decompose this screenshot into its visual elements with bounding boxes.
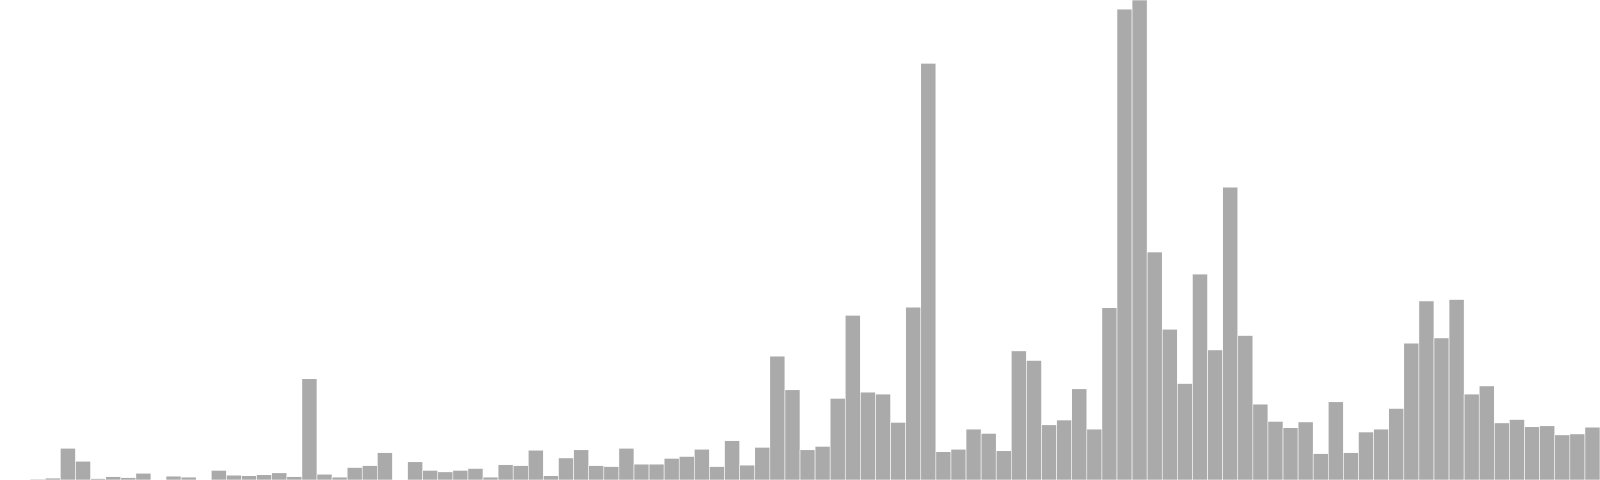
- bar-55: [829, 398, 846, 480]
- bar-4: [60, 448, 76, 480]
- bar-15: [226, 474, 242, 480]
- bar-73: [1101, 307, 1118, 480]
- bar-53: [799, 449, 816, 480]
- bar-18: [271, 472, 288, 480]
- bar-35: [527, 449, 544, 480]
- bar-72: [1086, 428, 1103, 480]
- bar-86: [1297, 421, 1314, 480]
- bar-104: [1569, 433, 1586, 480]
- bar-34: [512, 465, 529, 480]
- bar-52: [784, 389, 801, 480]
- bar-87: [1312, 453, 1329, 480]
- bar-89: [1343, 452, 1359, 480]
- bar-95: [1433, 337, 1450, 480]
- bar-44: [663, 458, 680, 480]
- bar-33: [497, 464, 514, 480]
- bar-54: [814, 446, 831, 480]
- bar-77: [1161, 328, 1178, 480]
- bar-62: [935, 451, 952, 480]
- bar-48: [724, 440, 740, 480]
- bar-14: [211, 470, 227, 480]
- bar-41: [618, 448, 635, 480]
- bar-27: [407, 461, 423, 480]
- bar-78: [1177, 383, 1193, 480]
- bar-37: [558, 457, 574, 480]
- bar-50: [754, 447, 771, 480]
- bar-80: [1207, 349, 1223, 480]
- bar-5: [75, 460, 91, 480]
- bar-20: [301, 378, 318, 480]
- bar-51: [769, 355, 786, 480]
- bar-105: [1584, 426, 1600, 480]
- bar-29: [437, 471, 454, 480]
- bar-38: [573, 449, 589, 480]
- bar-59: [890, 422, 906, 480]
- bar-85: [1282, 427, 1299, 480]
- bar-61: [920, 63, 937, 480]
- bar-58: [875, 393, 891, 480]
- bar-11: [165, 475, 182, 480]
- bar-93: [1403, 342, 1420, 480]
- bar-88: [1328, 401, 1344, 480]
- bar-42: [633, 463, 650, 480]
- bar-98: [1478, 385, 1495, 480]
- bar-75: [1131, 0, 1148, 480]
- bar-71: [1071, 388, 1088, 480]
- bar-63: [950, 448, 967, 480]
- bar-23: [346, 467, 363, 480]
- bar-91: [1373, 428, 1389, 480]
- bar-90: [1358, 431, 1374, 480]
- bar-92: [1388, 408, 1405, 480]
- bar-47: [709, 466, 725, 480]
- bar-17: [256, 474, 272, 480]
- bar-43: [648, 463, 665, 480]
- bar-96: [1448, 299, 1465, 480]
- bar-57: [860, 391, 876, 480]
- bar-102: [1539, 425, 1556, 480]
- bar-65: [980, 433, 997, 480]
- bar-46: [694, 448, 710, 480]
- bar-21: [316, 473, 333, 480]
- bar-16: [241, 475, 257, 480]
- bar-25: [377, 452, 393, 480]
- bar-70: [1056, 419, 1072, 480]
- bar-101: [1524, 426, 1540, 480]
- bar-83: [1252, 403, 1269, 480]
- bar-67: [1011, 350, 1027, 480]
- bar-49: [739, 464, 756, 480]
- bar-19: [286, 476, 303, 480]
- bar-103: [1554, 434, 1571, 480]
- bar-45: [678, 456, 695, 480]
- bar-7: [105, 476, 122, 480]
- bar-97: [1463, 393, 1480, 480]
- bar-79: [1192, 273, 1208, 480]
- bar-69: [1041, 424, 1057, 480]
- bar-24: [361, 465, 378, 480]
- bar-76: [1146, 251, 1163, 480]
- bar-64: [965, 428, 982, 480]
- bar-28: [422, 470, 439, 480]
- bar-36: [543, 475, 559, 480]
- bar-68: [1026, 360, 1042, 480]
- bar-31: [467, 468, 484, 480]
- bar-40: [603, 466, 620, 480]
- bar-39: [588, 465, 605, 480]
- bar-82: [1237, 335, 1254, 480]
- bar-84: [1267, 421, 1284, 480]
- bar-60: [905, 306, 922, 480]
- bar-100: [1509, 419, 1525, 480]
- bar-99: [1494, 422, 1510, 480]
- bar-9: [135, 472, 152, 480]
- bar-56: [844, 315, 861, 480]
- bar-74: [1116, 8, 1133, 480]
- bar-66: [995, 450, 1012, 480]
- bar-94: [1418, 300, 1435, 480]
- bar-30: [452, 470, 469, 480]
- bar-81: [1222, 186, 1239, 480]
